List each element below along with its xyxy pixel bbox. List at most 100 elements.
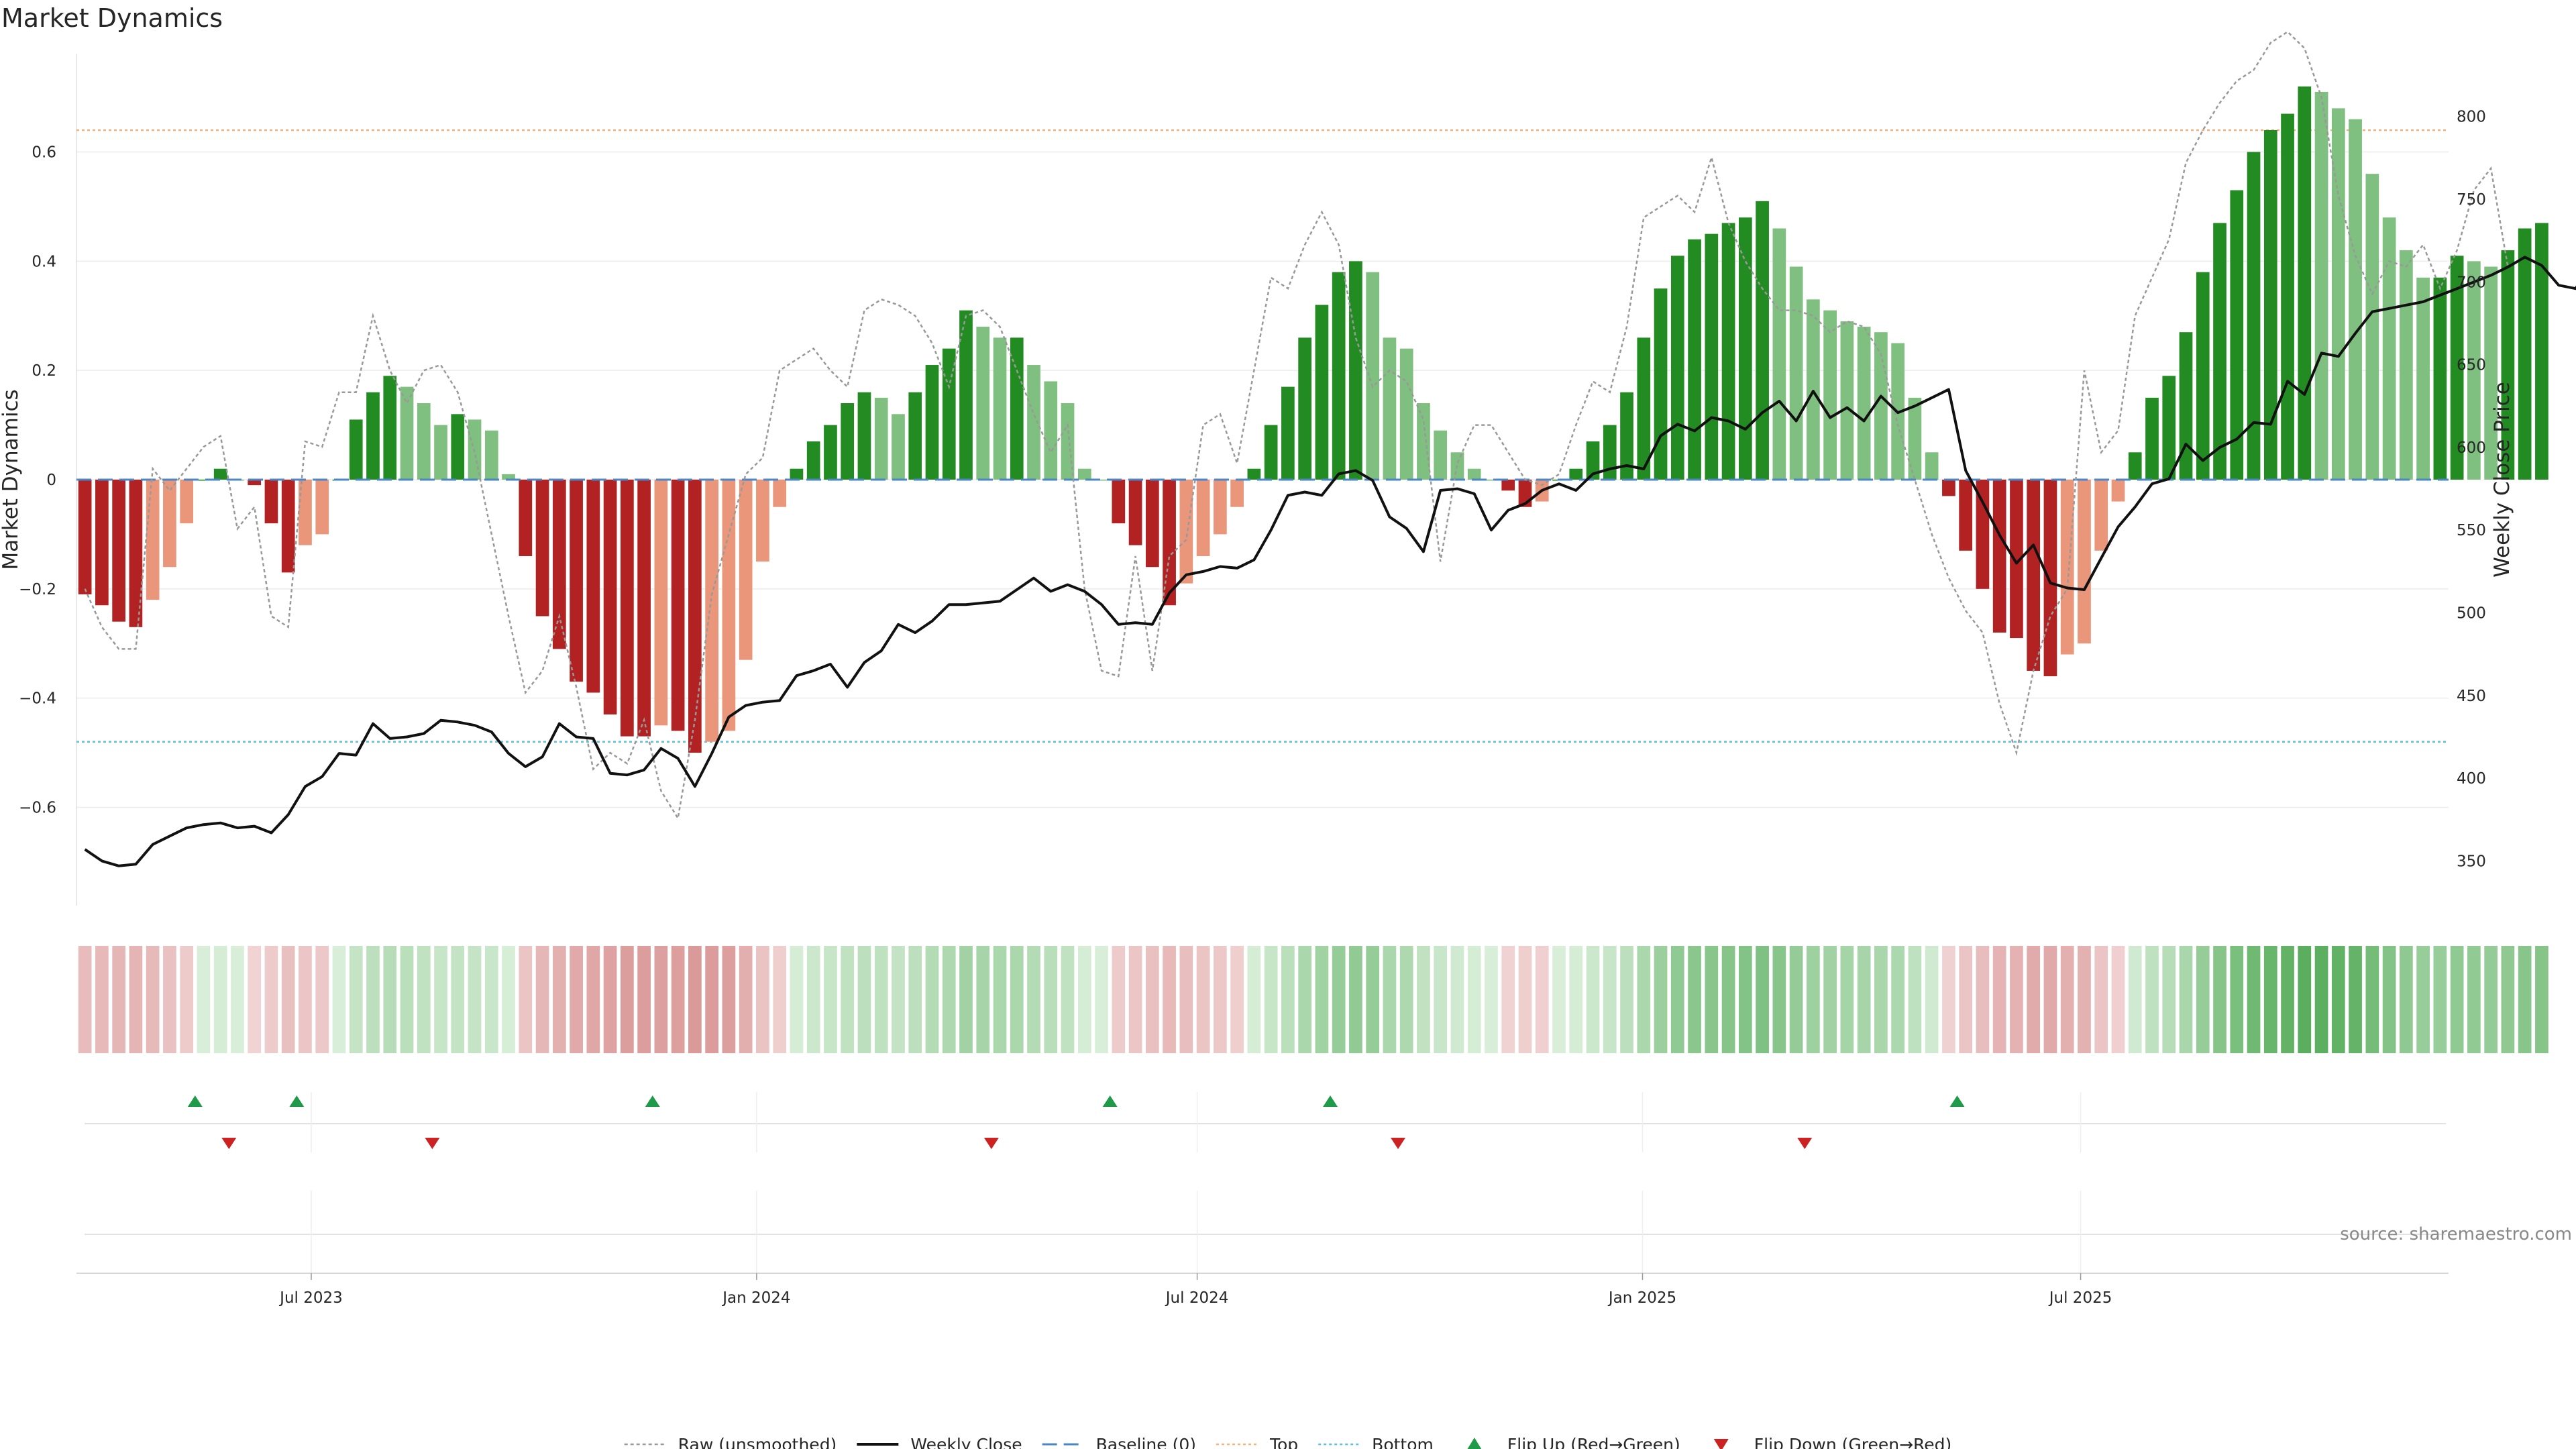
dynamics-bar [400, 386, 414, 480]
heat-cell [2400, 946, 2413, 1053]
dynamics-bar [180, 480, 194, 524]
x-tick-label: Jan 2025 [1607, 1289, 1676, 1307]
dynamics-bar [1383, 337, 1397, 480]
dynamics-bar [1417, 403, 1430, 480]
dynamics-bar [1670, 256, 1684, 480]
heat-cell [1654, 946, 1668, 1053]
x-tick-label: Jan 2024 [721, 1289, 790, 1307]
dynamics-bar [1637, 337, 1651, 480]
dynamics-bar [163, 480, 176, 568]
heat-cell [1128, 946, 1142, 1053]
heat-cell [2027, 946, 2041, 1053]
heat-cell [2484, 946, 2498, 1053]
heat-cell [2298, 946, 2312, 1053]
dynamics-bar [654, 480, 668, 726]
momentum-heat-strip [78, 946, 2548, 1053]
heat-cell [2450, 946, 2464, 1053]
heat-cell [892, 946, 905, 1053]
dynamics-bar [519, 480, 533, 556]
heat-cell [1992, 946, 2006, 1053]
dynamics-bar [621, 480, 634, 737]
heat-cell [163, 946, 176, 1053]
dynamics-bar [1738, 217, 1752, 480]
heat-cell [1976, 946, 1990, 1053]
dynamics-bar [315, 480, 329, 535]
heat-cell [1501, 946, 1515, 1053]
heat-cell [1823, 946, 1837, 1053]
heat-cell [1281, 946, 1295, 1053]
dynamics-bar [1264, 425, 1278, 480]
legend-swatch [1467, 1438, 1482, 1449]
dynamics-bar [129, 480, 143, 627]
heat-cell [299, 946, 312, 1053]
right-y-tick-label: 450 [2457, 688, 2486, 705]
legend-item-raw: Raw (unsmoothed) [624, 1435, 837, 1449]
heat-cell [2128, 946, 2142, 1053]
dynamics-bar [2162, 376, 2176, 480]
heat-cell [400, 946, 414, 1053]
flip-up-marker [187, 1095, 203, 1107]
dynamics-bar [1077, 468, 1091, 480]
heat-cell [1485, 946, 1498, 1053]
dynamics-bar [2365, 174, 2379, 480]
heat-cell [722, 946, 736, 1053]
left-y-tick-label: 0.2 [32, 362, 56, 380]
dynamics-bar [146, 480, 160, 600]
flip-down-marker [425, 1138, 440, 1149]
heat-cell [2331, 946, 2345, 1053]
heat-cell [1230, 946, 1244, 1053]
heat-cell [570, 946, 583, 1053]
heat-cell [146, 946, 160, 1053]
dynamics-bar [1603, 425, 1617, 480]
dynamics-bar [2467, 261, 2481, 480]
heat-cell [1807, 946, 1820, 1053]
dynamics-bar [1756, 201, 1769, 480]
heat-cell [1857, 946, 1871, 1053]
right-y-tick-label: 550 [2457, 522, 2486, 539]
legend-item-close: Weekly Close [857, 1435, 1022, 1449]
heat-cell [315, 946, 329, 1053]
dynamics-bar [688, 480, 702, 753]
dynamics-bar [908, 392, 922, 480]
heat-cell [942, 946, 956, 1053]
heat-cell [248, 946, 262, 1053]
flip-up-marker [1102, 1095, 1118, 1107]
dynamics-bar [2111, 480, 2125, 502]
flip-panel [85, 1092, 2446, 1273]
heat-cell [739, 946, 753, 1053]
heat-cell [2196, 946, 2210, 1053]
right-y-tick-label: 400 [2457, 770, 2486, 788]
heat-cell [2060, 946, 2074, 1053]
heat-cell [1214, 946, 1227, 1053]
dynamics-bar [366, 392, 380, 480]
dynamics-bar [2382, 217, 2396, 480]
heat-cell [1163, 946, 1176, 1053]
heat-cell [1840, 946, 1854, 1053]
heat-cell [1721, 946, 1735, 1053]
heat-cell [1925, 946, 1939, 1053]
left-y-tick-label: −0.2 [19, 581, 56, 598]
heat-cell [688, 946, 702, 1053]
heat-cell [806, 946, 820, 1053]
legend-label: Flip Down (Green→Red) [1754, 1435, 1952, 1449]
heat-cell [1891, 946, 1904, 1053]
heat-cell [1010, 946, 1024, 1053]
heat-cell [705, 946, 718, 1053]
dynamics-bar [1230, 480, 1244, 507]
dynamics-bar [2501, 250, 2515, 480]
heat-cell [2382, 946, 2396, 1053]
heat-cell [1705, 946, 1719, 1053]
heat-cell [1349, 946, 1362, 1053]
heat-cell [2501, 946, 2515, 1053]
dynamics-bar [942, 348, 956, 480]
heat-cell [78, 946, 92, 1053]
heat-cell [1874, 946, 1888, 1053]
dynamics-bar [2094, 480, 2108, 551]
heat-cell [1095, 946, 1108, 1053]
heat-cell [1264, 946, 1278, 1053]
dynamics-bar [1467, 468, 1481, 480]
legend-item-top: Top [1216, 1435, 1298, 1449]
dynamics-bar [383, 376, 397, 480]
heat-cell [2518, 946, 2532, 1053]
dynamics-bar [1992, 480, 2006, 633]
